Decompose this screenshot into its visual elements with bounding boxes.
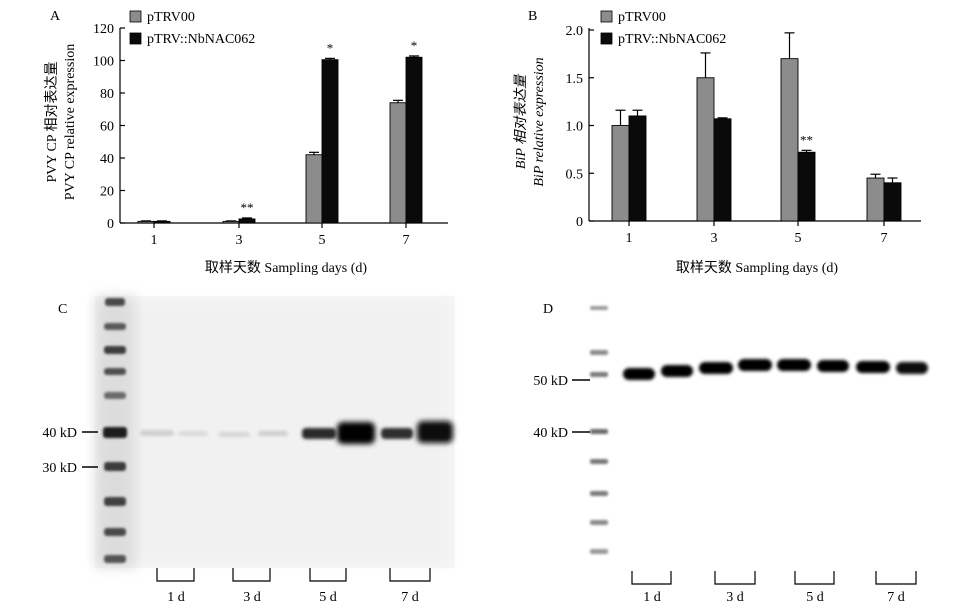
bar-ptrv00: [866, 177, 885, 222]
lane-label: 3 d: [243, 590, 261, 605]
bar-ptrv00: [780, 58, 799, 222]
significance-mark: *: [411, 38, 418, 53]
y-tick-label: 1.5: [566, 72, 584, 87]
panel-b-xlabel: 取样天数 Sampling days (d): [676, 260, 838, 276]
y-tick-label: 80: [100, 87, 114, 102]
x-tick-label: 1: [151, 233, 158, 248]
lane-label: 5 d: [806, 590, 824, 605]
significance-mark: **: [800, 132, 813, 147]
blot-c-lane-brackets: 1 d 3 d 5 d 7 d: [156, 568, 431, 605]
marker-label: 50 kD: [533, 374, 568, 389]
blot-c-ladder: [103, 298, 127, 563]
x-tick-label: 3: [711, 231, 718, 246]
bar-ptrv-nbnac062: [321, 59, 339, 224]
lane-label: 3 d: [726, 590, 744, 605]
y-tick-label: 1.0: [566, 120, 584, 135]
panel-a-ylabel-en: PVY CP relative expression: [63, 44, 78, 200]
legend-label-ptrv-nbnac062: pTRV::NbNAC062: [147, 32, 255, 47]
x-tick-label: 7: [881, 231, 888, 246]
y-tick-label: 2.0: [566, 24, 584, 39]
y-tick-label: 0: [107, 217, 114, 232]
blot-c-markers: 40 kD 30 kD: [42, 426, 98, 476]
marker-label: 40 kD: [42, 426, 77, 441]
blot-d-ladder: [590, 306, 608, 554]
x-tick-label: 7: [403, 233, 410, 248]
legend-swatch-ptrv-nbnac062: [129, 32, 142, 45]
panel-a-ylabel-cn: PVY CP 相对表达量: [44, 61, 60, 182]
lane-label: 1 d: [167, 590, 185, 605]
significance-mark: **: [241, 200, 254, 215]
panel-c: C 40: [42, 296, 455, 605]
marker-label: 30 kD: [42, 461, 77, 476]
legend-label-ptrv00: pTRV00: [618, 10, 666, 25]
x-tick-label: 1: [626, 231, 633, 246]
bar-ptrv-nbnac062: [405, 56, 423, 224]
bar-ptrv-nbnac062: [797, 151, 816, 222]
panel-b: B BiP 相对表达量 BiP relative expression 0 0.5…: [513, 9, 921, 276]
legend-label-ptrv00: pTRV00: [147, 10, 195, 25]
bar-ptrv00: [696, 77, 715, 222]
bar-ptrv-nbnac062: [628, 115, 647, 222]
bar-ptrv00: [389, 102, 407, 224]
panel-a-letter: A: [50, 9, 61, 24]
legend-swatch-ptrv00: [600, 10, 613, 23]
blot-d-markers: 50 kD 40 kD: [533, 374, 590, 441]
lane-label: 5 d: [319, 590, 337, 605]
marker-label: 40 kD: [533, 426, 568, 441]
panel-b-ylabel-cn: BiP 相对表达量: [513, 73, 529, 169]
panel-b-ylabel-en: BiP relative expression: [532, 57, 547, 186]
blot-d-lane-brackets: 1 d 3 d 5 d 7 d: [631, 571, 917, 605]
bar-ptrv-nbnac062: [713, 118, 732, 222]
blot-c-bands: [140, 421, 453, 444]
bar-ptrv-nbnac062: [883, 182, 902, 222]
y-tick-label: 100: [93, 55, 114, 70]
panel-b-ylabel: BiP 相对表达量 BiP relative expression: [513, 57, 547, 186]
panel-b-legend: pTRV00 pTRV::NbNAC062: [600, 10, 726, 47]
y-tick-label: 120: [93, 22, 114, 37]
lane-label: 7 d: [887, 590, 905, 605]
x-tick-label: 5: [795, 231, 802, 246]
panel-d-letter: D: [543, 302, 553, 317]
panel-a: A PVY CP 相对表达量 PVY CP relative expressio…: [44, 9, 448, 276]
lane-label: 7 d: [401, 590, 419, 605]
bar-ptrv00: [305, 154, 323, 224]
bar-ptrv-nbnac062: [238, 218, 256, 224]
bar-ptrv00: [222, 220, 240, 224]
bar-ptrv-nbnac062: [153, 220, 171, 224]
panel-c-letter: C: [58, 302, 67, 317]
bar-ptrv00: [137, 220, 155, 224]
blot-d-bands: [623, 359, 928, 380]
x-tick-label: 3: [236, 233, 243, 248]
panel-a-xlabel: 取样天数 Sampling days (d): [205, 260, 367, 276]
panel-d: D 50 kD 40 kD: [533, 302, 928, 605]
panel-a-legend: pTRV00 pTRV::NbNAC062: [129, 10, 255, 47]
y-tick-label: 0.5: [566, 167, 584, 182]
x-tick-label: 5: [319, 233, 326, 248]
panel-a-ylabel: PVY CP 相对表达量 PVY CP relative expression: [44, 44, 78, 200]
significance-mark: *: [327, 40, 334, 55]
bar-ptrv00: [611, 125, 630, 222]
panel-b-plot: 0 0.5 1.0 1.5 2.0 1 3 5 7 **: [566, 24, 921, 246]
y-tick-label: 0: [576, 215, 583, 230]
lane-label: 1 d: [643, 590, 661, 605]
y-tick-label: 40: [100, 152, 114, 167]
y-tick-label: 20: [100, 185, 114, 200]
y-tick-label: 60: [100, 120, 114, 135]
legend-label-ptrv-nbnac062: pTRV::NbNAC062: [618, 32, 726, 47]
panel-b-letter: B: [528, 9, 537, 24]
legend-swatch-ptrv00: [129, 10, 142, 23]
legend-swatch-ptrv-nbnac062: [600, 32, 613, 45]
